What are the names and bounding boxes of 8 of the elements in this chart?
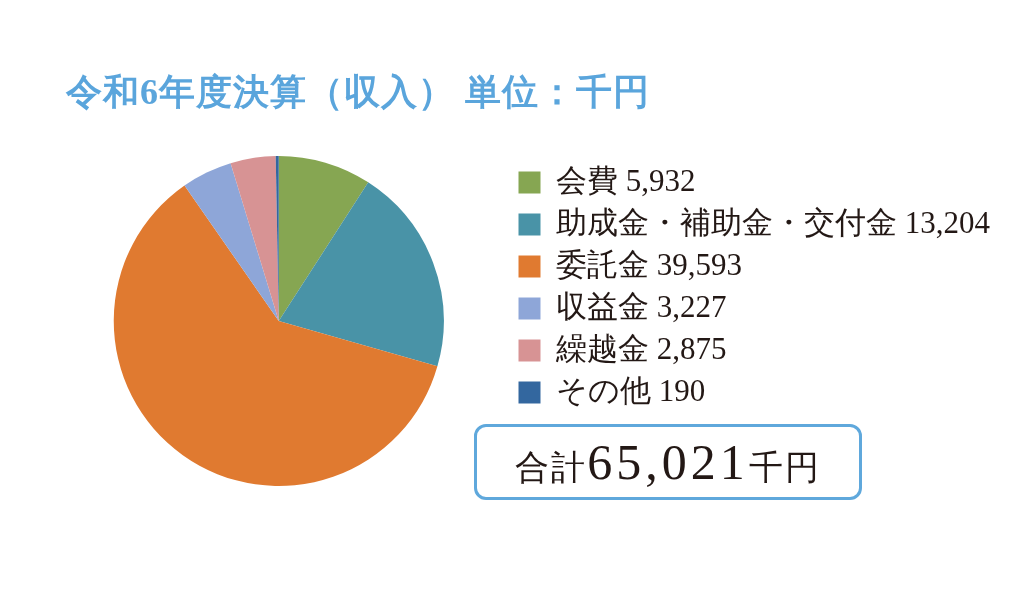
legend-label: 会費 5,932: [556, 162, 696, 198]
text: 合計65,021千円: [515, 434, 821, 490]
legend-label: 収益金 3,227: [556, 288, 727, 324]
legend-label: 繰越金 2,875: [555, 330, 727, 366]
legend-label: 委託金 39,593: [556, 246, 742, 282]
legend-label: 助成金・補助金・交付金 13,204: [556, 204, 991, 240]
chart-title: 令和6年度決算（収入） 単位：千円: [66, 71, 650, 114]
legend-label: その他 190: [556, 372, 706, 408]
